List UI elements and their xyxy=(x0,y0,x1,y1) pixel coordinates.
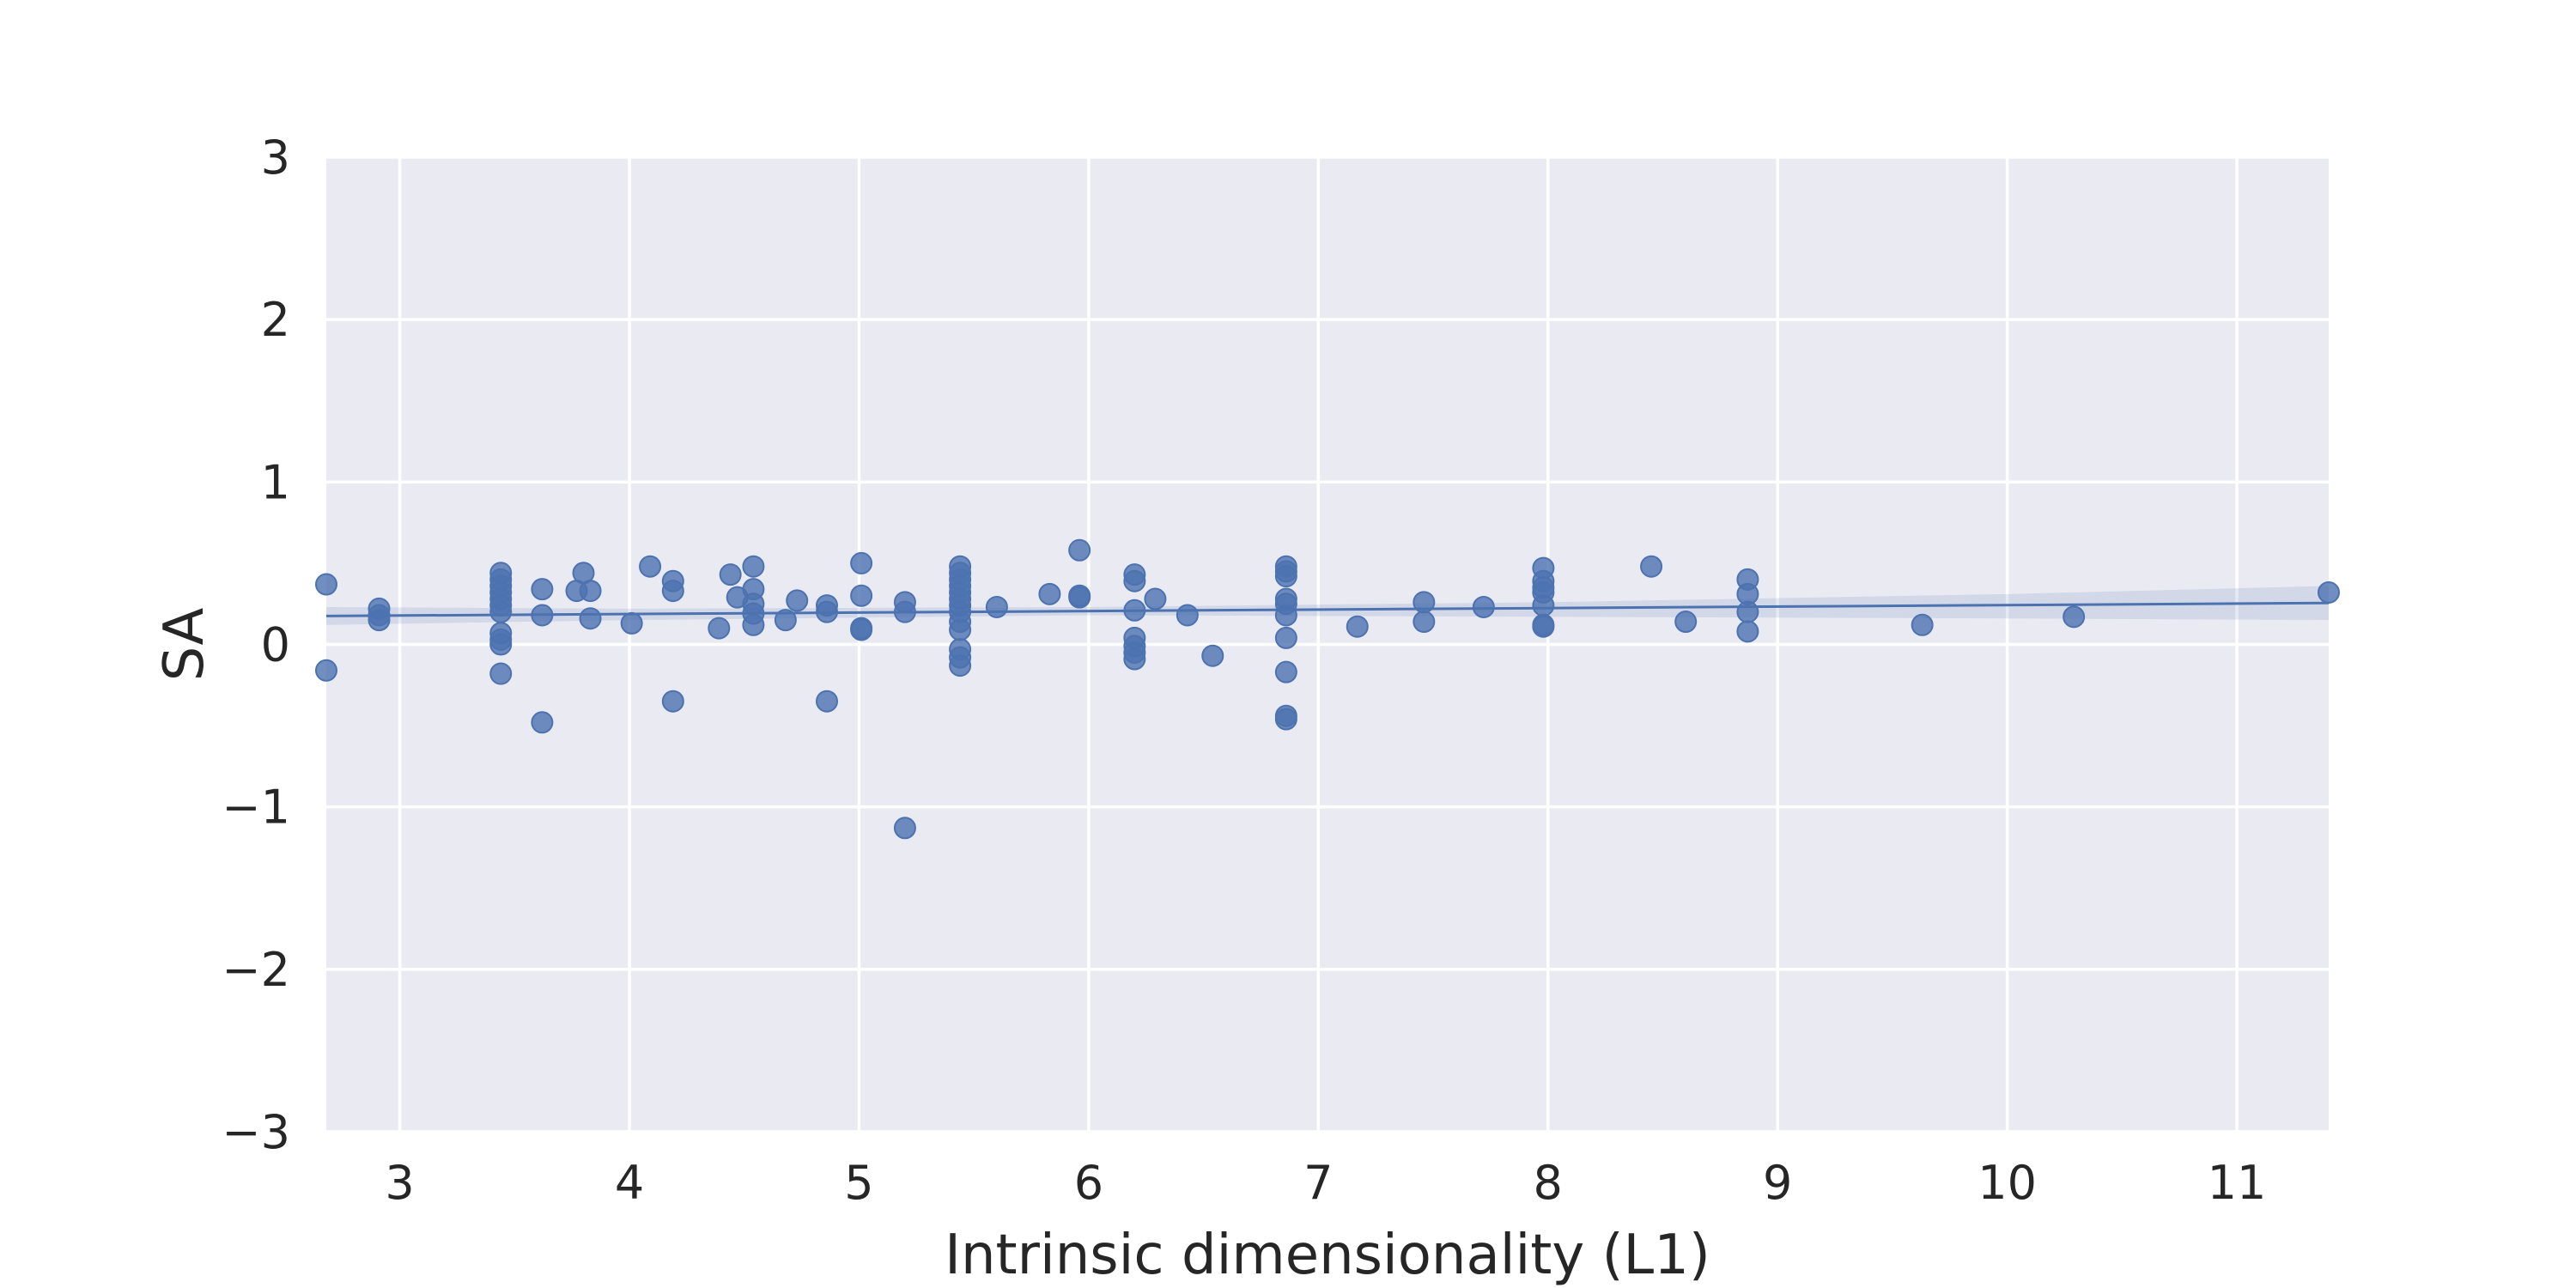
data-point-15 xyxy=(489,662,513,685)
data-point-47 xyxy=(893,817,916,840)
data-point-73 xyxy=(1144,587,1167,611)
data-point-65 xyxy=(1068,586,1091,609)
data-point-23 xyxy=(620,611,643,635)
data-point-39 xyxy=(816,600,838,623)
data-point-83 xyxy=(1274,660,1297,683)
data-point-85 xyxy=(1274,708,1297,731)
x-tick-label-3: 6 xyxy=(1074,1156,1103,1210)
y-tick-label-5: 2 xyxy=(261,293,290,347)
data-point-22 xyxy=(579,607,602,630)
data-point-36 xyxy=(774,609,797,632)
x-tick-label-4: 7 xyxy=(1303,1156,1333,1210)
data-point-88 xyxy=(1413,611,1436,634)
x-tick-label-1: 4 xyxy=(615,1156,644,1210)
x-tick-labels: 3 4 5 6 7 8 9 10 11 xyxy=(385,1156,2266,1210)
data-point-35 xyxy=(742,613,765,636)
data-point-67 xyxy=(1123,569,1146,592)
data-point-4 xyxy=(368,609,391,632)
data-point-89 xyxy=(1472,595,1495,618)
data-point-44 xyxy=(850,618,873,641)
data-point-17 xyxy=(531,604,554,627)
x-tick-label-0: 3 xyxy=(385,1156,414,1210)
data-point-1 xyxy=(315,659,337,682)
y-tick-labels: −3 −2 −1 0 1 2 3 xyxy=(222,131,290,1159)
data-point-26 xyxy=(661,580,684,603)
data-point-86 xyxy=(1346,615,1369,638)
data-point-41 xyxy=(850,551,873,574)
data-point-16 xyxy=(531,578,554,601)
x-axis-label: Intrinsic dimensionality (L1) xyxy=(945,1224,1710,1287)
y-tick-label-6: 3 xyxy=(261,131,290,185)
grid-lines xyxy=(326,155,2329,1133)
data-point-0 xyxy=(315,573,337,596)
data-points xyxy=(315,538,2340,840)
y-tick-label-1: −2 xyxy=(222,943,290,997)
data-point-29 xyxy=(719,563,742,586)
y-tick-label-2: −1 xyxy=(222,781,290,835)
y-tick-label-0: −3 xyxy=(222,1105,290,1159)
data-point-74 xyxy=(1176,604,1199,627)
x-tick-label-2: 5 xyxy=(844,1156,873,1210)
data-point-72 xyxy=(1123,647,1146,671)
data-point-28 xyxy=(708,617,731,640)
data-point-101 xyxy=(1736,600,1759,623)
x-tick-label-5: 8 xyxy=(1534,1156,1563,1210)
regression-line xyxy=(325,601,2330,617)
x-tick-label-8: 11 xyxy=(2208,1156,2267,1210)
data-point-105 xyxy=(2318,580,2340,604)
x-tick-label-7: 10 xyxy=(1978,1156,2037,1210)
data-point-18 xyxy=(531,711,554,734)
data-point-57 xyxy=(949,618,972,641)
data-point-42 xyxy=(850,584,873,607)
data-point-40 xyxy=(816,690,838,713)
y-axis-label: SA xyxy=(153,607,216,681)
data-point-98 xyxy=(1674,611,1698,634)
data-point-27 xyxy=(661,690,684,713)
data-point-78 xyxy=(1274,565,1297,588)
data-point-75 xyxy=(1201,644,1224,667)
data-point-81 xyxy=(1274,604,1297,627)
x-tick-label-6: 9 xyxy=(1763,1156,1792,1210)
regression-line-group xyxy=(325,601,2330,617)
data-point-103 xyxy=(1911,613,1934,636)
data-point-60 xyxy=(949,654,972,677)
data-point-97 xyxy=(1640,555,1663,578)
data-point-46 xyxy=(893,600,916,623)
y-tick-label-4: 1 xyxy=(261,455,290,509)
data-point-31 xyxy=(742,555,765,578)
y-tick-label-3: 0 xyxy=(261,618,290,672)
data-point-82 xyxy=(1274,626,1297,649)
data-point-14 xyxy=(489,633,513,656)
data-point-102 xyxy=(1736,620,1759,643)
data-point-11 xyxy=(489,600,513,623)
data-point-104 xyxy=(2063,605,2086,629)
data-point-96 xyxy=(1532,615,1555,638)
data-point-24 xyxy=(639,555,662,578)
data-point-87 xyxy=(1413,591,1436,614)
data-point-37 xyxy=(786,589,809,612)
data-point-62 xyxy=(1038,582,1061,605)
data-point-21 xyxy=(579,580,602,603)
data-point-94 xyxy=(1532,594,1555,617)
data-point-61 xyxy=(985,595,1008,618)
data-point-68 xyxy=(1123,598,1146,622)
data-point-63 xyxy=(1068,538,1091,562)
